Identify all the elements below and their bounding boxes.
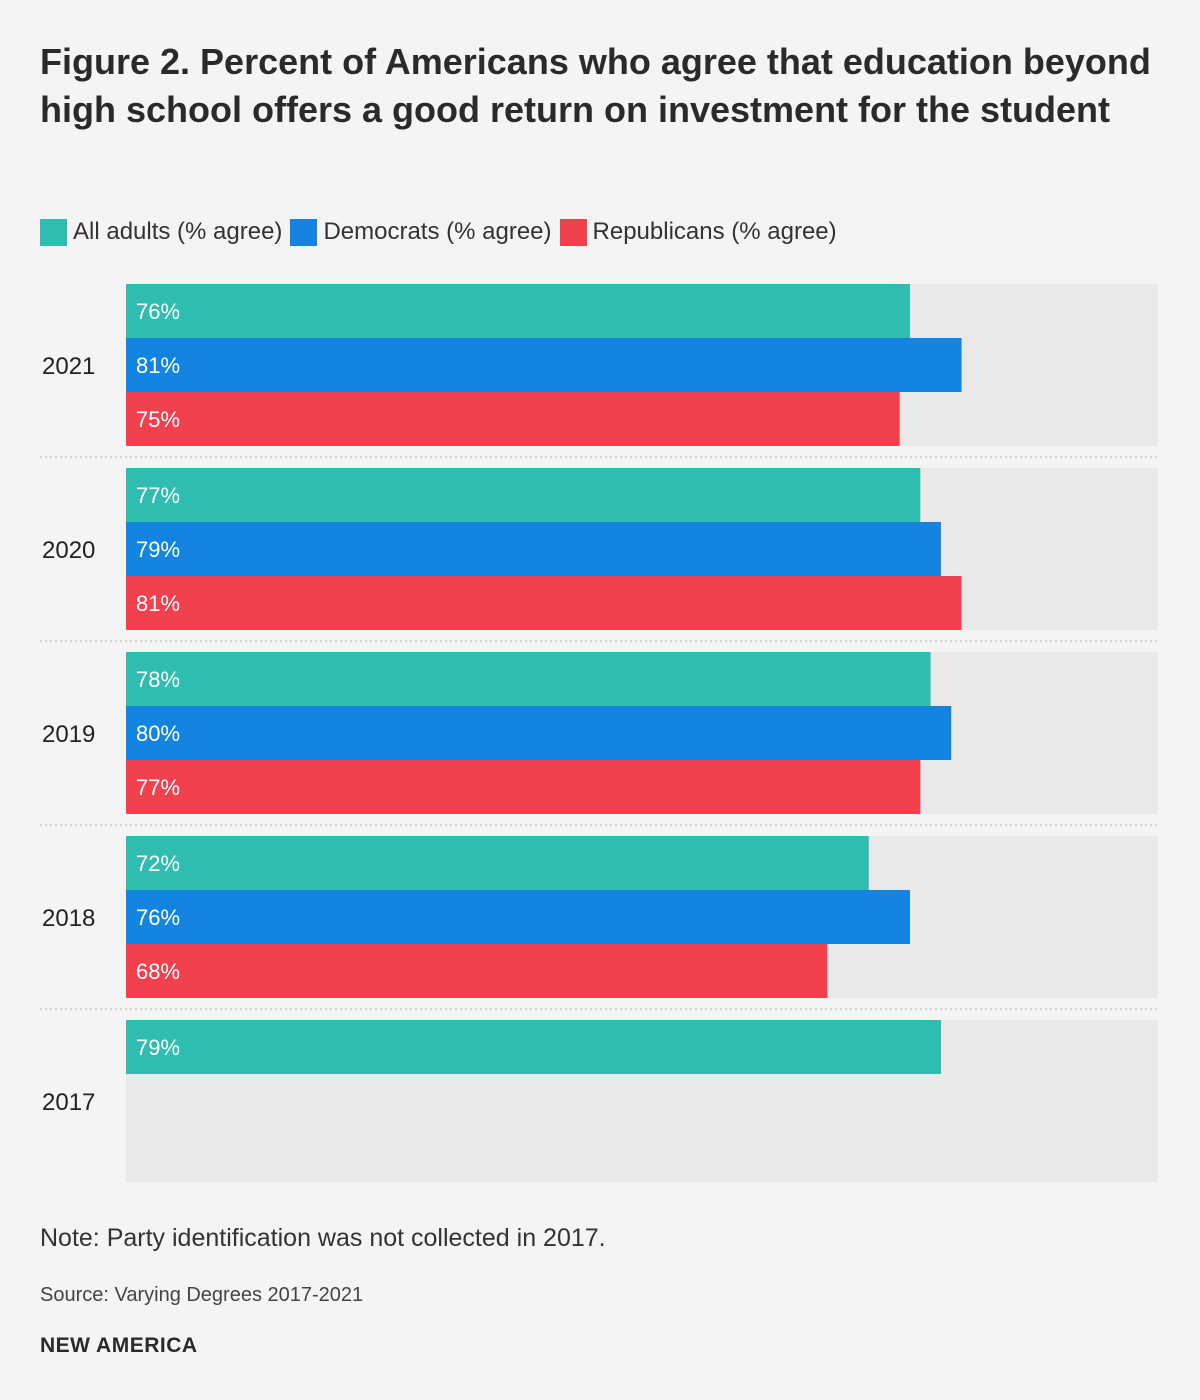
legend-item-all-adults: All adults (% agree): [40, 218, 282, 246]
category-label-2018: 2018: [42, 905, 95, 932]
data-label-2018-democrats: 76%: [136, 905, 180, 930]
data-label-2021-republicans: 75%: [136, 407, 180, 432]
legend-swatch-democrats: [290, 218, 318, 246]
data-label-2021-democrats: 81%: [136, 353, 180, 378]
legend-label-republicans: Republicans (% agree): [592, 218, 837, 245]
bar-2020-republicans: [126, 576, 962, 630]
category-label-2021: 2021: [42, 353, 95, 380]
bar-2018-democrats: [126, 890, 910, 944]
legend-label-all-adults: All adults (% agree): [73, 218, 283, 245]
data-label-2020-all-adults: 77%: [136, 483, 180, 508]
bar-2019-all-adults: [126, 652, 931, 706]
data-label-2019-all-adults: 78%: [136, 667, 180, 692]
data-label-2018-republicans: 68%: [136, 959, 180, 984]
legend-label-democrats: Democrats (% agree): [323, 218, 552, 245]
category-label-2017: 2017: [42, 1089, 95, 1116]
legend: All adults (% agree) Democrats (% agree)…: [40, 218, 845, 246]
chart-note: Note: Party identification was not colle…: [40, 1224, 606, 1252]
bar-2020-all-adults: [126, 468, 921, 522]
data-label-2021-all-adults: 76%: [136, 299, 180, 324]
bar-2018-republicans: [126, 944, 828, 998]
data-label-2019-republicans: 77%: [136, 775, 180, 800]
data-label-2018-all-adults: 72%: [136, 851, 180, 876]
data-label-2017-all-adults: 79%: [136, 1035, 180, 1060]
data-label-2019-democrats: 80%: [136, 721, 180, 746]
brand-logo-text: NEW AMERICA: [40, 1334, 198, 1357]
bar-2019-republicans: [126, 760, 921, 814]
bar-chart: 2021 76% 81% 75% 2020 77% 79% 81% 2019 78% 80% 77% 2…: [40, 284, 1158, 1182]
bar-2021-democrats: [126, 338, 962, 392]
category-label-2019: 2019: [42, 721, 95, 748]
legend-item-democrats: Democrats (% agree): [290, 218, 552, 246]
bar-2021-all-adults: [126, 284, 910, 338]
bar-2017-all-adults: [126, 1020, 941, 1074]
bar-2021-republicans: [126, 392, 900, 446]
bar-2018-all-adults: [126, 836, 869, 890]
data-label-2020-democrats: 79%: [136, 537, 180, 562]
legend-item-republicans: Republicans (% agree): [559, 218, 837, 246]
data-label-2020-republicans: 81%: [136, 591, 180, 616]
bar-2020-democrats: [126, 522, 941, 576]
legend-swatch-republicans: [559, 218, 587, 246]
chart-source: Source: Varying Degrees 2017-2021: [40, 1284, 364, 1306]
legend-swatch-all-adults: [40, 218, 67, 246]
chart-title: Figure 2. Percent of Americans who agree…: [40, 41, 1151, 130]
bar-2019-democrats: [126, 706, 952, 760]
category-label-2020: 2020: [42, 537, 95, 564]
